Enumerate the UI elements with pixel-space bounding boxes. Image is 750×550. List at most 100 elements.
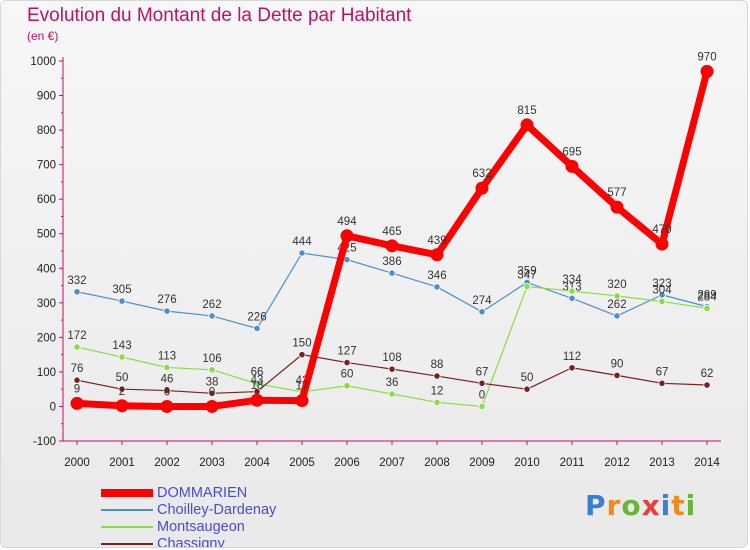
data-label: 386 [382,256,401,268]
data-label: 88 [431,359,444,371]
data-point [565,159,579,173]
data-label: 970 [697,51,716,63]
data-label: 444 [292,236,312,248]
data-label: 66 [251,367,264,379]
data-point [613,371,621,379]
data-label: 17 [296,381,309,393]
logo-letter: x [641,489,661,522]
legend-swatch [101,543,153,545]
data-label: 112 [563,351,581,363]
data-point [115,399,129,413]
data-label: 127 [337,346,356,358]
data-point [658,297,666,306]
data-label: 150 [292,338,311,350]
data-label: 323 [652,278,671,290]
data-point [340,229,354,243]
data-label: 113 [158,350,176,362]
data-point [160,399,174,413]
data-point [73,376,81,384]
data-label: 262 [607,299,626,311]
data-point [523,282,531,291]
data-label: 226 [247,311,266,323]
data-label: 274 [472,295,492,307]
data-label: 262 [202,299,221,311]
data-label: 106 [202,353,221,365]
data-point [388,269,396,277]
data-point [208,312,216,320]
data-label: 320 [607,279,626,291]
x-tick-label: 2001 [109,457,135,469]
data-point [388,390,396,398]
data-point [478,379,486,387]
data-label: 172 [67,330,86,342]
logo-letter: i [660,489,672,522]
data-point [703,304,711,312]
data-point [388,365,396,373]
data-label: 305 [112,284,131,296]
data-label: 494 [337,216,357,228]
data-label: 577 [607,187,626,199]
legend-label: DOMMARIEN [157,485,248,501]
y-tick-label: 300 [37,298,56,310]
data-label: 815 [517,105,536,117]
data-label: 67 [656,366,669,378]
data-point [208,366,216,374]
data-label: 2 [119,386,125,398]
data-label: 60 [341,369,354,381]
y-tick-label: 600 [37,194,56,206]
data-label: 0 [164,386,170,398]
data-label: 304 [652,284,672,296]
legend-swatch [101,526,153,528]
data-point [430,248,444,262]
data-label: 36 [386,377,399,389]
legend-label: Chassigny [157,536,225,548]
data-label: 632 [472,168,491,180]
y-tick-label: 1000 [30,56,56,68]
y-tick-label: 200 [37,332,56,344]
data-point [478,402,486,411]
data-point [118,385,126,393]
legend-label: Montsaugeon [157,519,245,535]
data-point [298,351,306,359]
y-tick-label: 700 [37,160,56,172]
data-point [298,249,306,257]
x-tick-label: 2004 [244,457,270,469]
data-label: 470 [652,224,671,236]
data-label: 695 [562,146,581,158]
data-label: 346 [427,270,446,282]
data-label: 276 [157,294,176,306]
data-label: 108 [382,352,401,364]
data-point [250,393,264,407]
x-tick-label: 2009 [469,457,495,469]
data-point [118,353,126,361]
data-point [433,283,441,291]
data-label: 50 [116,372,129,384]
data-point [343,382,351,390]
x-tick-label: 2011 [560,457,585,469]
x-tick-label: 2006 [334,457,360,469]
y-tick-label: 800 [37,125,56,137]
logo-letter: t [671,489,686,522]
data-label: 0 [209,386,215,398]
data-point [475,181,489,195]
logo-letter: i [685,489,697,522]
data-point [478,308,486,316]
data-label: 12 [431,385,444,397]
data-label: 90 [611,358,624,370]
line-chart: -100010020030040050060070080090010002000… [30,51,721,469]
data-label: 38 [206,376,219,388]
y-tick-label: -100 [33,436,56,448]
data-label: 143 [112,340,131,352]
x-tick-label: 2002 [154,457,180,469]
data-point [118,297,126,305]
data-point [433,398,441,406]
data-point [70,396,84,410]
chart-unit-label: (en €) [27,29,59,43]
x-tick-label: 2010 [514,457,540,469]
data-point [385,239,399,253]
chart-title: Evolution du Montant de la Dette par Hab… [27,5,412,26]
data-point [523,385,531,393]
x-tick-label: 2003 [199,457,225,469]
legend-swatch [101,489,153,497]
y-tick-label: 0 [50,401,56,413]
